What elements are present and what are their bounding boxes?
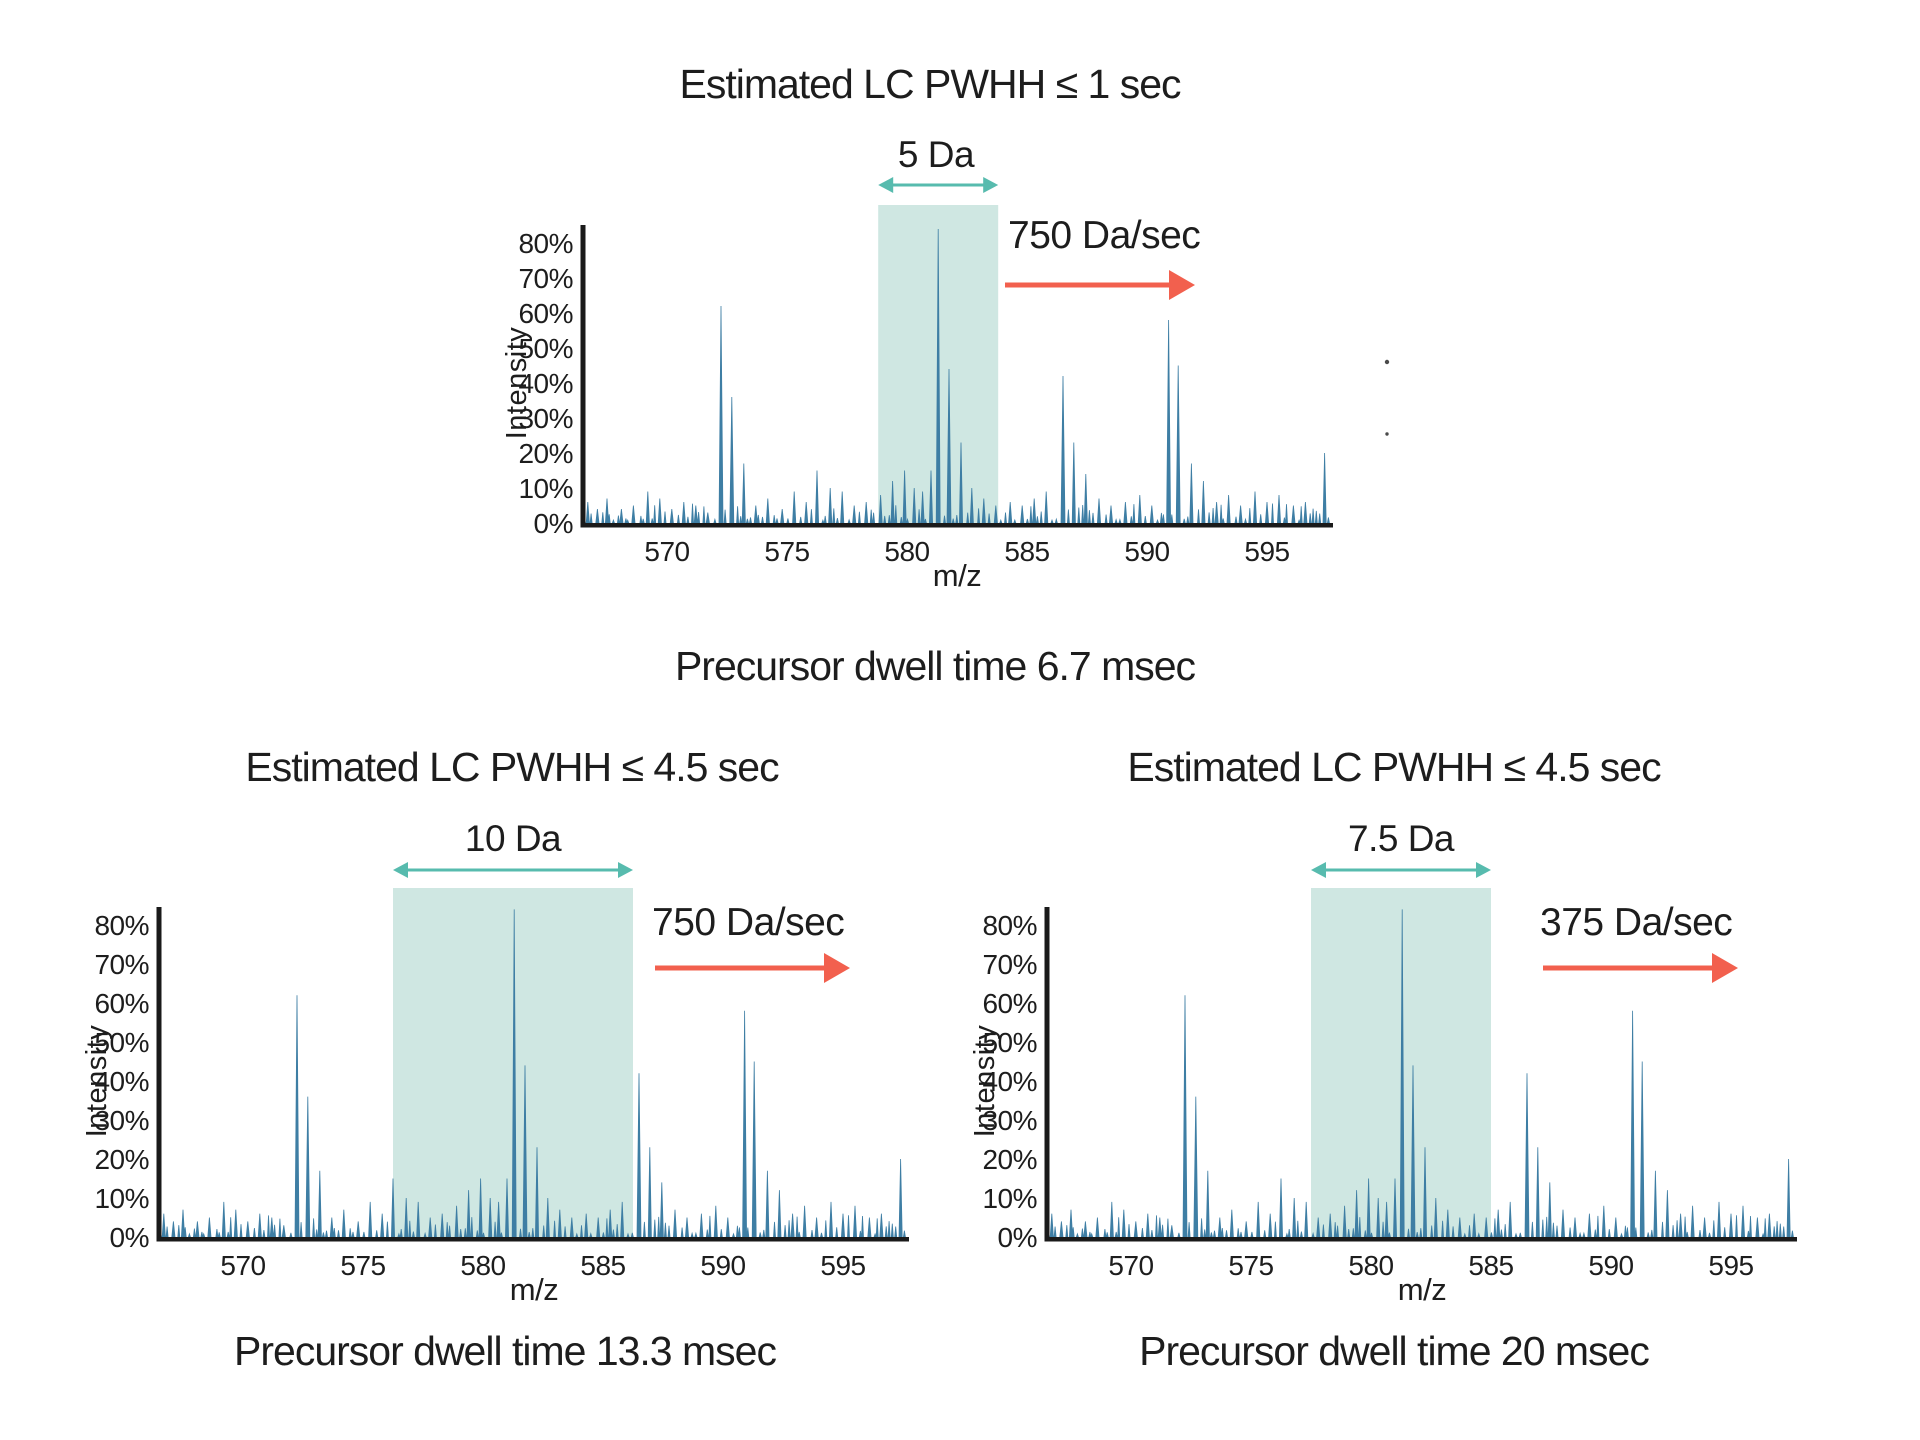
panel2-x-axis-label: m/z: [509, 1272, 559, 1307]
panel2-x-axis: [156, 1237, 909, 1242]
panel3-x-tick-label: 595: [1708, 1250, 1753, 1281]
panel2-spectrum-plot: 0% 10% 20% 30% 40% 50% 60% 70% 80% 570 575 580 585 59…: [94, 862, 909, 1281]
panel1-caption: Precursor dwell time 6.7 msec: [674, 643, 1196, 689]
panel1-scan-speed-label: 750 Da/sec: [1008, 214, 1201, 257]
panel3-width-arrow-left-head: [1311, 862, 1326, 878]
panel3-scan-speed-label: 375 Da/sec: [1540, 901, 1733, 944]
panel1-window-label: 5 Da: [897, 134, 975, 175]
panel2-y-tick-label: 80%: [94, 910, 149, 941]
panel1-y-tick-label: 10%: [518, 473, 573, 504]
panel3-x-tick-label: 575: [1228, 1250, 1273, 1281]
panel1-y-axis-label: Intensity: [500, 326, 533, 440]
panel1-x-axis-label: m/z: [932, 558, 982, 593]
panel2-y-tick-label: 50%: [94, 1027, 149, 1058]
panel1-x-tick-label: 595: [1244, 536, 1289, 567]
panel2-y-tick-label: 60%: [94, 988, 149, 1019]
panel1-x-tick-label: 570: [644, 536, 689, 567]
panel2-scan-speed-arrow-head: [824, 953, 850, 983]
panel1-scan-speed-arrow-head: [1169, 270, 1195, 300]
panel2-y-tick-label: 40%: [94, 1066, 149, 1097]
panel3-y-tick-label: 20%: [982, 1144, 1037, 1175]
panel2-x-tick-label: 570: [220, 1250, 265, 1281]
panel2-x-tick-label: 585: [580, 1250, 625, 1281]
panel1-width-arrow-right-head: [983, 177, 999, 193]
panel2-x-tick-label: 595: [820, 1250, 865, 1281]
panel2-y-tick-label: 10%: [94, 1183, 149, 1214]
panel3-x-tick-label: 570: [1108, 1250, 1153, 1281]
panel2-x-tick-label: 590: [700, 1250, 745, 1281]
panel3-scan-speed-arrow-head: [1712, 953, 1738, 983]
panel1-y-tick-label: 60%: [518, 298, 573, 329]
panel3-title: Estimated LC PWHH ≤ 4.5 sec: [1127, 744, 1661, 790]
panel2-y-tick-label: 0%: [110, 1222, 149, 1253]
panel3-y-tick-label: 50%: [982, 1027, 1037, 1058]
panel2-width-arrow-left-head: [393, 862, 408, 878]
panel3-x-tick-label: 585: [1468, 1250, 1513, 1281]
panel3-x-axis-label: m/z: [1397, 1272, 1447, 1307]
panel2-y-tick-label: 70%: [94, 949, 149, 980]
panel1-x-tick-label: 580: [884, 536, 929, 567]
panel3-y-tick-label: 30%: [982, 1105, 1037, 1136]
panel3-y-tick-label: 40%: [982, 1066, 1037, 1097]
panel3-y-axis: [1044, 907, 1050, 1242]
panel2-y-tick-label: 20%: [94, 1144, 149, 1175]
panel1-y-tick-label: 20%: [518, 438, 573, 469]
panel2-scan-speed-label: 750 Da/sec: [652, 901, 845, 944]
panel3-x-axis: [1044, 1237, 1797, 1242]
panel1-x-tick-label: 585: [1004, 536, 1049, 567]
panel2-y-axis-label: Intensity: [80, 1024, 113, 1138]
panel1-x-tick-label: 590: [1124, 536, 1169, 567]
panel1-y-tick-label: 0%: [534, 508, 573, 539]
panel2-y-tick-label: 30%: [94, 1105, 149, 1136]
panel3-y-axis-label: Intensity: [968, 1024, 1001, 1138]
panel1-y-tick-label: 70%: [518, 263, 573, 294]
panel3-y-tick-label: 60%: [982, 988, 1037, 1019]
panel1-x-axis: [580, 523, 1333, 528]
panel3-y-tick-label: 0%: [998, 1222, 1037, 1253]
panel3-window-label: 7.5 Da: [1347, 818, 1455, 859]
panel1-y-axis: [580, 225, 586, 528]
panel1-spectrum-plot: 0% 10% 20% 30% 40% 50% 60% 70% 80% 570 575 580 585 59…: [518, 177, 1333, 567]
stray-dot: [1385, 432, 1389, 436]
panel3-y-tick-label: 10%: [982, 1183, 1037, 1214]
panel1-y-tick-label: 30%: [518, 403, 573, 434]
panel1-title: Estimated LC PWHH ≤ 1 sec: [679, 61, 1181, 107]
panel3-x-tick-label: 590: [1588, 1250, 1633, 1281]
panel2-caption: Precursor dwell time 13.3 msec: [234, 1328, 777, 1374]
panel1-y-tick-label: 50%: [518, 333, 573, 364]
panel3-y-tick-label: 70%: [982, 949, 1037, 980]
stray-dot: [1384, 359, 1390, 365]
panel1-y-tick-label: 40%: [518, 368, 573, 399]
panel3-width-arrow-right-head: [1476, 862, 1491, 878]
panel1-y-tick-label: 80%: [518, 228, 573, 259]
panel1-width-arrow-left-head: [878, 177, 894, 193]
panel2-width-arrow-right-head: [618, 862, 633, 878]
panel2-x-tick-label: 575: [340, 1250, 385, 1281]
panel2-x-tick-label: 580: [460, 1250, 505, 1281]
panel2-title: Estimated LC PWHH ≤ 4.5 sec: [245, 744, 779, 790]
panel3-caption: Precursor dwell time 20 msec: [1139, 1328, 1650, 1374]
panel3-y-tick-label: 80%: [982, 910, 1037, 941]
panel2-y-axis: [156, 907, 162, 1242]
panel3-spectrum-plot: 0% 10% 20% 30% 40% 50% 60% 70% 80% 570 575 580 585 59…: [982, 862, 1797, 1281]
panel3-x-tick-label: 580: [1348, 1250, 1393, 1281]
panel2-window-label: 10 Da: [464, 818, 562, 859]
panel1-x-tick-label: 575: [764, 536, 809, 567]
